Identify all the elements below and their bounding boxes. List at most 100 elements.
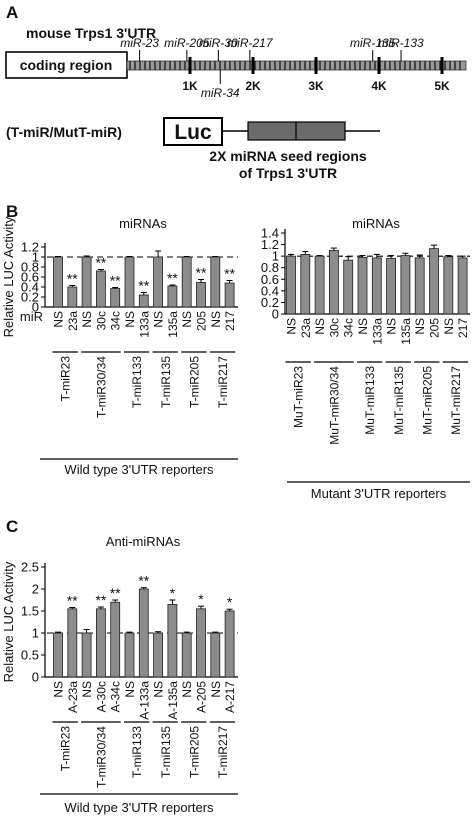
group-label: T-miR205 [187, 356, 201, 408]
panel-label-c: C [6, 517, 18, 536]
bar [224, 610, 235, 678]
category-label: 30c [327, 318, 341, 337]
category-label: A-205 [195, 681, 209, 713]
significance-label: * [227, 594, 233, 610]
y-tick-label: 1 [272, 249, 279, 264]
group-label: T-miR217 [216, 726, 230, 778]
y-tick-label: 1.5 [21, 604, 39, 619]
y-tick-label: 1.2 [21, 240, 39, 255]
footer-label: Wild type 3'UTR reporters [64, 462, 214, 477]
mirna-site-label: miR-135 [350, 36, 396, 50]
group-label: MuT-miR23 [292, 366, 306, 428]
mirna-site-label: miR-133 [378, 36, 424, 50]
y-tick-label: 0.8 [261, 260, 279, 275]
utr-bar [126, 60, 467, 71]
significance-label: ** [167, 270, 178, 286]
bar [110, 288, 121, 308]
category-label: 23a [66, 311, 80, 331]
bar [429, 248, 439, 315]
group-label: T-miR30/34 [94, 356, 108, 418]
bar [138, 588, 149, 678]
category-label: 34c [342, 318, 356, 337]
group-label: T-miR133 [130, 356, 144, 408]
category-label: A-133a [137, 681, 151, 720]
significance-label: ** [110, 273, 121, 289]
y-axis-label: Relative LUC Activity [1, 561, 16, 682]
bar [181, 632, 192, 678]
category-label: NS [180, 681, 194, 698]
panel-label-a: A [6, 3, 18, 22]
category-label: NS [152, 311, 166, 328]
bar [153, 632, 164, 678]
group-label: MuT-miR217 [449, 366, 463, 435]
group-label: T-miR30/34 [94, 726, 108, 788]
bar [181, 256, 192, 308]
utr-title: mouse Trps1 3'UTR [26, 25, 156, 41]
significance-label: ** [95, 255, 106, 271]
category-label: NS [285, 318, 299, 335]
y-tick-label: 1 [32, 626, 39, 641]
category-label: A-23a [66, 681, 80, 713]
bar [96, 270, 106, 308]
category-label: NS [442, 318, 456, 335]
kb-tick-label: 4K [371, 79, 387, 93]
bar [124, 632, 135, 678]
category-label: A-217 [223, 681, 237, 713]
bar [314, 255, 325, 315]
category-label: 30c [94, 311, 108, 330]
group-label: T-miR135 [159, 356, 173, 408]
category-label: 135a [166, 311, 180, 338]
construct-label: (T-miR/MutT-miR) [6, 124, 122, 140]
bar [53, 632, 63, 678]
category-label: 23a [299, 318, 313, 338]
significance-label: ** [138, 573, 149, 589]
group-label: T-miR23 [59, 356, 73, 402]
y-axis-label: Relative LUC Activity [1, 216, 16, 337]
bar [443, 256, 454, 315]
bar [96, 608, 106, 678]
group-label: T-miR217 [216, 356, 230, 408]
mirna-site-label: miR-34 [201, 86, 240, 100]
y-tick-label: 1.2 [261, 237, 279, 252]
bar [300, 254, 311, 315]
bar [124, 256, 135, 308]
bar [414, 257, 425, 315]
bar [67, 286, 78, 308]
kb-tick-label: 1K [182, 79, 198, 93]
category-label: NS [313, 318, 327, 335]
mirna-site-label: miR-23 [120, 36, 159, 50]
category-label: A-30c [94, 681, 108, 712]
bar [67, 608, 78, 678]
y-tick-label: 0 [32, 300, 39, 315]
group-label: MuT-miR133 [363, 366, 377, 435]
bar [386, 258, 397, 315]
bar [167, 604, 178, 678]
footer-label: Wild type 3'UTR reporters [64, 800, 214, 815]
group-label: MuT-miR205 [420, 366, 434, 435]
luc-label: Luc [174, 121, 212, 144]
group-label: T-miR205 [187, 726, 201, 778]
bar [328, 249, 339, 315]
group-label: T-miR133 [130, 726, 144, 778]
category-label: NS [180, 311, 194, 328]
significance-label: ** [110, 585, 121, 601]
category-label: NS [123, 311, 137, 328]
chart-title: miRNAs [352, 216, 400, 231]
y-tick-label: 0.2 [21, 290, 39, 305]
bar [196, 608, 206, 678]
category-label: NS [209, 311, 223, 328]
y-tick-label: 0.8 [21, 260, 39, 275]
luc-box [163, 117, 223, 146]
significance-label: ** [67, 271, 78, 287]
y-tick-label: 1.4 [261, 226, 279, 241]
coding-region-label: coding region [20, 57, 113, 73]
group-label: T-miR23 [59, 726, 73, 772]
bar [210, 632, 221, 678]
bar [138, 294, 149, 308]
chart-c: Anti-miRNAs Relative LUC Activity 0 0.5 1 1.5… [1, 534, 238, 815]
kb-tick-label: 3K [308, 79, 324, 93]
kb-scale: 1K 2K 3K 4K 5K [182, 57, 450, 93]
